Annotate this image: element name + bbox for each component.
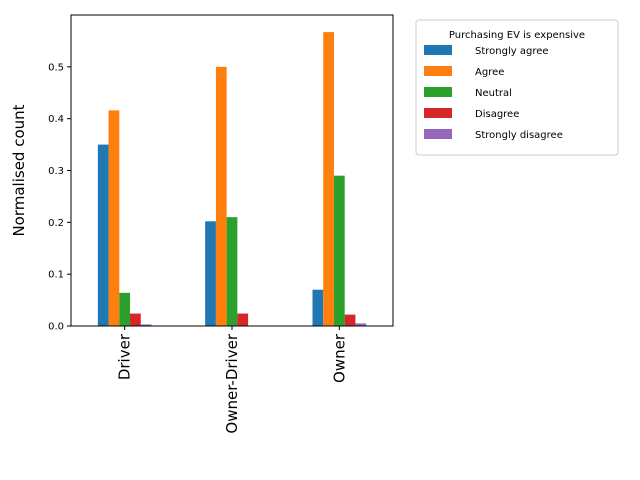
bar-disagree-driver — [130, 313, 141, 326]
x-tick-label-driver: Driver — [116, 333, 134, 380]
legend-swatch — [424, 129, 452, 139]
bar-agree-owner-driver — [215, 66, 227, 326]
y-tick-label: 0.0 — [48, 322, 64, 333]
y-axis-label: Normalised count — [10, 104, 28, 236]
y-tick-label: 0.4 — [48, 114, 64, 125]
bar-agree-owner — [323, 32, 334, 326]
x-tick-label-owner: Owner — [330, 333, 348, 383]
legend-label: Strongly agree — [475, 46, 549, 57]
bar-neutral-owner — [333, 175, 345, 326]
bar-agree-driver — [108, 110, 120, 326]
legend-title: Purchasing EV is expensive — [449, 30, 585, 41]
legend-swatch — [424, 87, 452, 97]
legend-label: Agree — [475, 67, 504, 78]
y-tick-label: 0.5 — [48, 62, 64, 73]
legend-box — [415, 19, 619, 156]
bar-disagree-owner — [344, 314, 356, 326]
legend: Purchasing EV is expensive Strongly agre… — [415, 19, 619, 156]
bar-strongly-agree-driver — [97, 144, 109, 326]
y-tick-label: 0.1 — [48, 270, 64, 281]
legend-swatch — [424, 108, 452, 118]
bar-strongly-disagree-driver — [140, 324, 152, 326]
legend-label: Strongly disagree — [475, 130, 563, 141]
legend-label: Disagree — [475, 109, 519, 120]
y-tick-label: 0.2 — [48, 218, 64, 229]
x-axis: Driver Owner-Driver Owner — [116, 326, 348, 434]
legend-swatch — [424, 66, 452, 76]
y-tick-label: 0.3 — [48, 166, 64, 177]
bar-strongly-disagree-owner — [355, 323, 367, 326]
bars — [97, 32, 367, 326]
bar-neutral-owner-driver — [226, 217, 238, 326]
legend-label: Neutral — [475, 88, 512, 99]
x-tick-label-owner-driver: Owner-Driver — [223, 333, 241, 433]
bar-neutral-driver — [119, 292, 131, 326]
plot-frame — [70, 14, 394, 327]
bar-strongly-agree-owner-driver — [205, 221, 216, 326]
legend-swatch — [424, 45, 452, 55]
bar-disagree-owner-driver — [237, 313, 249, 326]
bar-strongly-agree-owner — [312, 289, 324, 326]
y-axis: 0.0 0.1 0.2 0.3 0.4 0.5 — [48, 62, 71, 333]
